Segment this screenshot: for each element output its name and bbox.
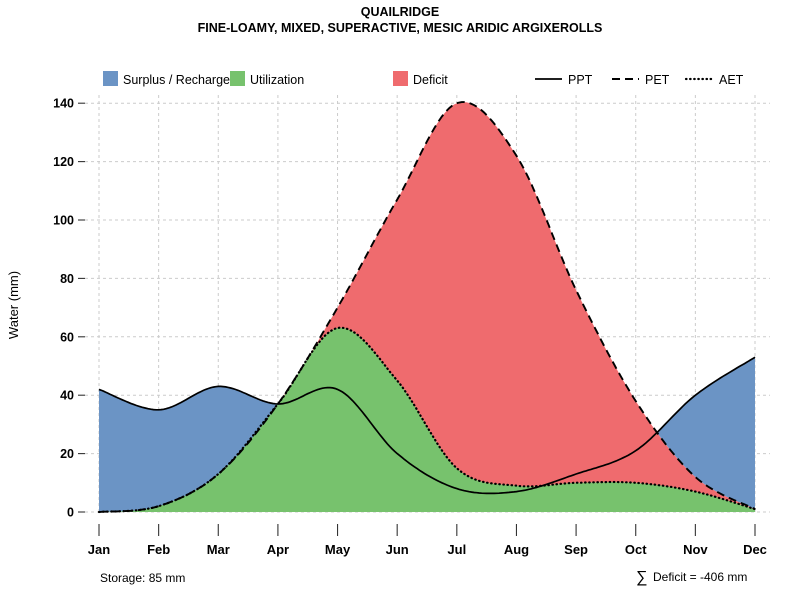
x-tick-label: Feb [147, 542, 170, 557]
x-tick-label: Jun [386, 542, 409, 557]
y-tick-label: 60 [60, 330, 74, 344]
series-line-aet [97, 326, 757, 514]
x-tick-label: May [325, 542, 351, 557]
y-tick-label: 140 [53, 97, 74, 111]
x-tick-label: Jan [88, 542, 110, 557]
legend-label-deficit: Deficit [413, 73, 448, 87]
y-axis-label: Water (mm) [6, 271, 21, 339]
x-tick-label: Nov [683, 542, 708, 557]
legend-swatch-surplus [103, 71, 118, 86]
legend-label-utilization: Utilization [250, 73, 304, 87]
legend-label-ppt: PPT [568, 73, 593, 87]
y-tick-label: 100 [53, 214, 74, 228]
legend-swatch-deficit [393, 71, 408, 86]
y-tick-label: 80 [60, 272, 74, 286]
deficit-annotation: Deficit = -406 mm [653, 570, 747, 584]
x-tick-label: Oct [625, 542, 647, 557]
x-tick-label: Dec [743, 542, 767, 557]
legend: Surplus / Recharge Utilization Deficit P… [103, 71, 744, 87]
storage-annotation: Storage: 85 mm [100, 571, 185, 585]
y-tick-label: 20 [60, 447, 74, 461]
area-surplus [99, 102, 755, 512]
x-tick-label: Mar [207, 542, 230, 557]
x-tick-label: Aug [504, 542, 529, 557]
y-tick-label: 0 [67, 506, 74, 520]
legend-swatch-utilization [230, 71, 245, 86]
x-tick-label: Apr [267, 542, 289, 557]
legend-label-aet: AET [719, 73, 744, 87]
legend-label-pet: PET [645, 73, 670, 87]
chart-subtitle: FINE-LOAMY, MIXED, SUPERACTIVE, MESIC AR… [198, 21, 603, 35]
series-line-ppt [98, 356, 756, 495]
summation-symbol: ∑ [636, 569, 647, 586]
y-tick-label: 40 [60, 389, 74, 403]
x-tick-label: Jul [447, 542, 466, 557]
x-tick-label: Sep [564, 542, 588, 557]
plot-area: 0 20 40 60 80 100 120 140 Jan Feb Mar Apr May Jun Jul A… [53, 95, 770, 557]
chart-title: QUAILRIDGE [361, 5, 439, 19]
y-tick-label: 120 [53, 155, 74, 169]
legend-label-surplus: Surplus / Recharge [123, 73, 230, 87]
series-line-pet [98, 101, 756, 513]
area-utilization [99, 327, 755, 512]
area-deficit [99, 102, 755, 512]
